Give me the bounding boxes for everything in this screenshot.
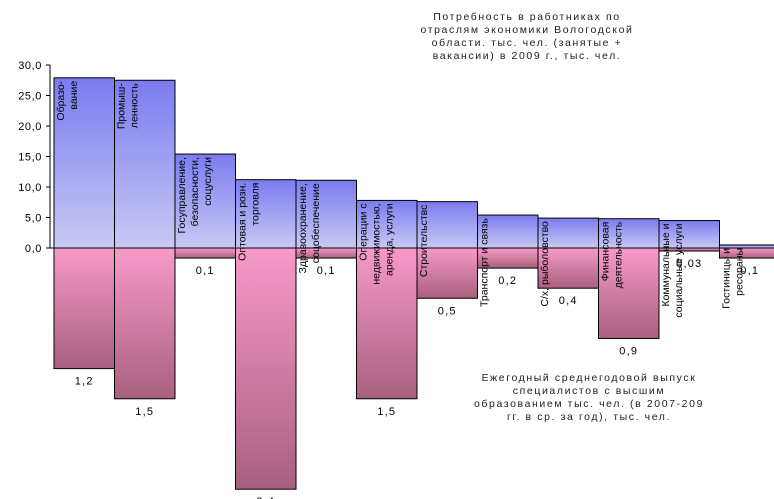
category-label: ленность <box>129 83 141 128</box>
supply-value-label: 2,4 <box>256 496 275 499</box>
demand-annotation-line: области. тыс. чел. (занятые + <box>431 37 623 49</box>
category-label: вание <box>68 81 80 110</box>
demand-annotation-line: Потребность в работниках по <box>433 11 621 23</box>
category-label: Здравоохранение, <box>297 183 309 273</box>
category-label: аренда, услуги <box>384 203 396 276</box>
supply-bar <box>114 247 176 400</box>
y-tick-label: 15,0 <box>18 152 42 164</box>
supply-value-label: 0,2 <box>498 275 517 287</box>
category-label: Коммунальные и <box>660 223 672 306</box>
supply-annotation-line: специалистов с высшим <box>512 385 666 397</box>
y-tick-label: 30,0 <box>18 60 42 72</box>
demand-bar <box>416 201 478 249</box>
supply-bar <box>53 247 115 370</box>
supply-value-labels: 1,2 1,5 0,1 2,4 0,1 1,5 0,5 0,2 0,4 0,9 0,03 0,1 <box>75 258 759 499</box>
supply-value-label: 1,5 <box>135 406 154 418</box>
supply-value-label: 0,5 <box>438 305 457 317</box>
category-label: Транспорт и связь <box>479 218 491 307</box>
supply-value-label: 1,2 <box>75 376 94 388</box>
category-label: ресораны <box>734 248 746 296</box>
demand-bar <box>114 79 176 249</box>
demand-annotation: Потребность в работниках по отраслям эко… <box>382 11 672 63</box>
supply-value-label: 0,1 <box>196 265 215 277</box>
supply-bar <box>598 247 660 339</box>
category-label: Оптовая и розн. <box>237 183 249 261</box>
supply-value-label: 0,1 <box>317 265 336 277</box>
supply-value-label: 1,5 <box>377 406 396 418</box>
category-label: недвижимостью, <box>371 203 383 284</box>
demand-bar <box>295 179 357 249</box>
y-tick-label: 0,0 <box>25 243 42 255</box>
category-label: Строительствс <box>418 205 430 278</box>
supply-bar <box>235 247 297 490</box>
supply-value-label: 0,03 <box>676 258 702 270</box>
category-label: Финансовая <box>600 222 612 281</box>
category-label: С/х, рыболовство <box>539 221 551 307</box>
supply-annotation-line: образованием тыс. чел. (в 2007-209 <box>473 398 705 410</box>
y-tick-label: 25,0 <box>18 91 42 103</box>
supply-bar <box>356 247 418 400</box>
category-label: Госуправление, <box>176 157 188 233</box>
supply-annotation-line: Ежегодный среднегодовой выпуск <box>481 372 697 384</box>
supply-bar <box>416 247 478 299</box>
category-label: Промыш- <box>116 83 128 129</box>
category-label: Образо- <box>55 80 67 120</box>
demand-series <box>53 77 774 249</box>
category-label: социальные услуги <box>673 223 685 317</box>
supply-annotation: Ежегодный среднегодовой выпуск специалис… <box>434 372 744 424</box>
y-tick-label: 20,0 <box>18 121 42 133</box>
supply-value-label: 0,9 <box>619 345 638 357</box>
supply-value-label: 0,1 <box>740 265 759 277</box>
supply-series <box>53 247 774 490</box>
demand-annotation-line: отраслям экономики Вологодской <box>420 24 634 36</box>
supply-annotation-line: гг. в ср. за год), тыс. чел. <box>506 411 672 423</box>
supply-value-label: 0,4 <box>559 295 578 307</box>
category-label: соцуслуги <box>202 157 214 206</box>
demand-bar <box>53 77 115 249</box>
supply-bar <box>537 247 599 289</box>
supply-bar <box>174 247 236 259</box>
y-tick-label: 10,0 <box>18 182 42 194</box>
supply-bar <box>719 247 774 259</box>
category-label: соцобеспечение <box>310 183 322 263</box>
category-label: безопасности, <box>189 157 201 226</box>
category-label: торговля <box>250 183 262 226</box>
demand-annotation-line: вакансии) в 2009 г., тыс. чел. <box>432 50 622 62</box>
category-label: Гостиницы и <box>721 248 733 309</box>
y-tick-label: 5,0 <box>25 213 42 225</box>
category-label: Операции с <box>358 203 370 260</box>
category-labels: Образо-вание Промыш-ленность Госуправление… <box>55 80 746 317</box>
demand-bar <box>477 214 539 249</box>
category-label: деятельность <box>613 221 625 288</box>
